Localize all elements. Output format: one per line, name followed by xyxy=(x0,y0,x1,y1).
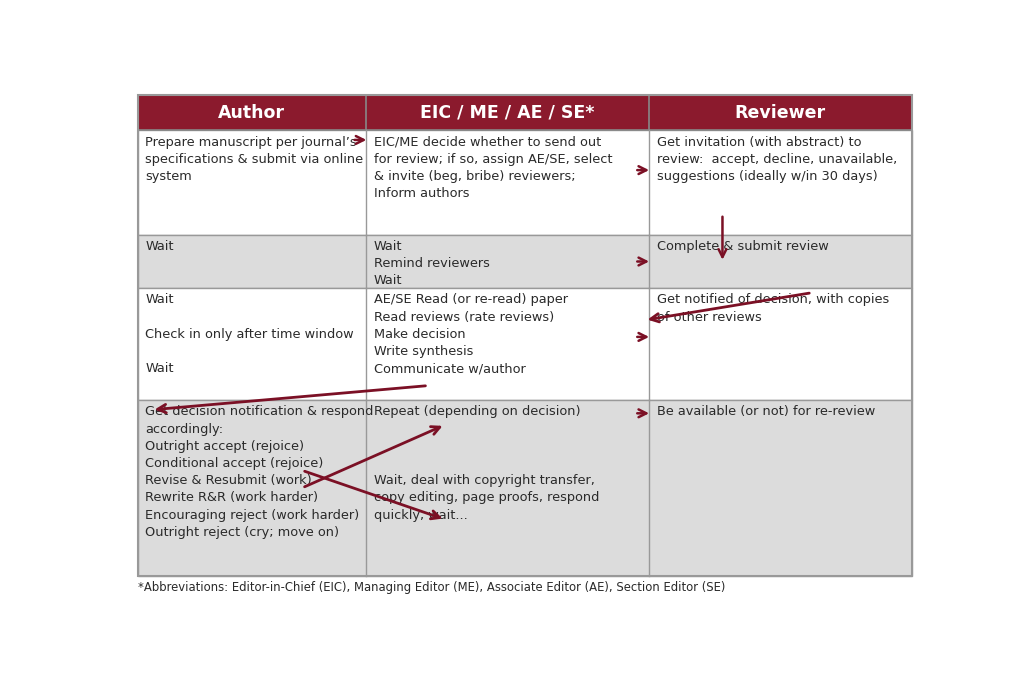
Text: Wait

Check in only after time window

Wait: Wait Check in only after time window Wai… xyxy=(145,294,354,375)
Text: Get notified of decision, with copies
of other reviews: Get notified of decision, with copies of… xyxy=(656,294,889,323)
Text: EIC/ME decide whether to send out
for review; if so, assign AE/SE, select
& invi: EIC/ME decide whether to send out for re… xyxy=(374,136,612,200)
Bar xyxy=(137,400,912,575)
Bar xyxy=(137,235,912,288)
Text: Complete & submit review: Complete & submit review xyxy=(656,240,828,253)
Bar xyxy=(137,95,912,131)
Text: Prepare manuscript per journal’s
specifications & submit via online
system: Prepare manuscript per journal’s specifi… xyxy=(145,136,364,183)
Text: Wait: Wait xyxy=(145,240,174,253)
Text: AE/SE Read (or re-read) paper
Read reviews (rate reviews)
Make decision
Write sy: AE/SE Read (or re-read) paper Read revie… xyxy=(374,294,568,375)
Text: Wait
Remind reviewers
Wait: Wait Remind reviewers Wait xyxy=(374,240,489,287)
Text: Author: Author xyxy=(218,104,286,122)
Text: Reviewer: Reviewer xyxy=(735,104,826,122)
Text: Repeat (depending on decision)



Wait, deal with copyright transfer,
copy editi: Repeat (depending on decision) Wait, dea… xyxy=(374,405,599,522)
Text: EIC / ME / AE / SE*: EIC / ME / AE / SE* xyxy=(420,104,595,122)
Text: Get invitation (with abstract) to
review:  accept, decline, unavailable,
suggest: Get invitation (with abstract) to review… xyxy=(656,136,897,183)
Text: *Abbreviations: Editor-in-Chief (EIC), Managing Editor (ME), Associate Editor (A: *Abbreviations: Editor-in-Chief (EIC), M… xyxy=(137,581,725,594)
Bar xyxy=(137,288,912,400)
Bar xyxy=(137,131,912,235)
Text: Get decision notification & respond
accordingly:
Outright accept (rejoice)
Condi: Get decision notification & respond acco… xyxy=(145,405,374,539)
Text: Be available (or not) for re-review: Be available (or not) for re-review xyxy=(656,405,874,418)
